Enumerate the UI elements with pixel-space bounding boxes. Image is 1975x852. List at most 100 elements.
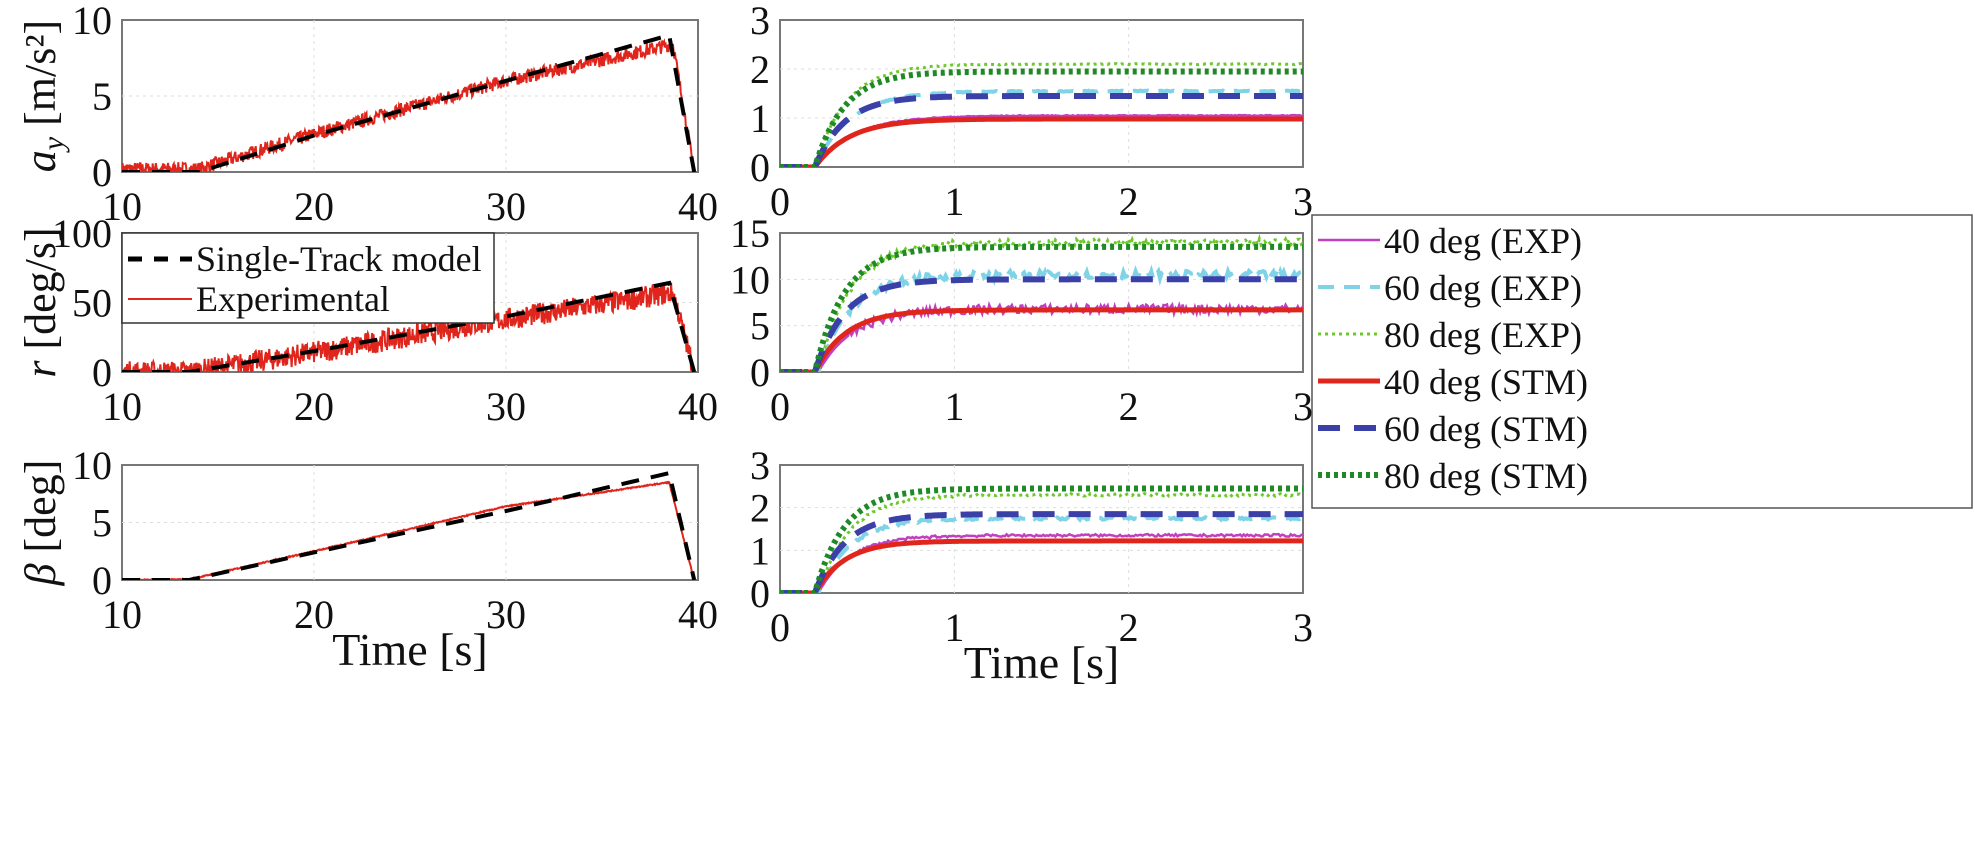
x-tick-label: 3	[1293, 179, 1313, 224]
y-tick-label: 2	[750, 486, 770, 531]
x-tick-label: 3	[1293, 605, 1313, 650]
y-tick-label: 15	[730, 211, 770, 256]
series-group	[122, 280, 697, 372]
series-group	[122, 32, 697, 172]
x-tick-label: 3	[1293, 384, 1313, 429]
y-tick-label: 5	[92, 501, 112, 546]
y-label-symbol: r	[16, 360, 65, 378]
legend-label: 80 deg (EXP)	[1384, 315, 1582, 355]
x-tick-label: 10	[102, 384, 142, 429]
y-tick-label: 0	[92, 350, 112, 395]
y-label-unit: [deg]	[16, 460, 65, 564]
series-single-track-model	[122, 32, 697, 172]
series--deg-stm-	[780, 511, 1303, 593]
x-tick-label: 20	[294, 592, 334, 637]
x-tick-label: 20	[294, 184, 334, 229]
y-tick-label: 10	[72, 443, 112, 488]
series--deg-exp-	[780, 491, 1303, 593]
series--deg-stm-	[780, 116, 1303, 167]
x-tick-label: 1	[944, 605, 964, 650]
series--deg-stm-	[780, 485, 1303, 593]
y-tick-label: 5	[92, 74, 112, 119]
plot-area	[779, 232, 1304, 373]
y-tick-label: 5	[750, 304, 770, 349]
series-single-track-model	[122, 280, 697, 372]
series-single-track-model	[122, 470, 697, 580]
series--deg-stm-	[780, 307, 1303, 372]
series-group	[780, 233, 1303, 372]
legend-label: 80 deg (STM)	[1384, 456, 1588, 496]
x-tick-label: 10	[102, 184, 142, 229]
x-axis-label: Time [s]	[964, 637, 1120, 688]
x-tick-label: 1	[944, 179, 964, 224]
series--deg-exp-	[780, 513, 1303, 593]
y-tick-label: 0	[750, 145, 770, 190]
x-tick-label: 10	[102, 592, 142, 637]
y-tick-label: 10	[72, 0, 112, 43]
x-tick-label: 0	[770, 605, 790, 650]
x-tick-label: 40	[678, 592, 718, 637]
legend-label: 40 deg (STM)	[1384, 362, 1588, 402]
x-tick-label: 2	[1119, 384, 1139, 429]
legend-label: 60 deg (STM)	[1384, 409, 1588, 449]
x-tick-label: 30	[486, 384, 526, 429]
x-tick-label: 40	[678, 184, 718, 229]
y-tick-label: 0	[92, 558, 112, 603]
y-label-symbol: a	[16, 150, 65, 172]
y-axis-label: r [deg/s]	[16, 227, 65, 377]
y-tick-label: 3	[750, 0, 770, 43]
y-tick-label: 0	[750, 350, 770, 395]
series-group	[780, 485, 1303, 593]
x-axis-label: Time [s]	[332, 624, 488, 675]
legend-box	[1311, 214, 1973, 509]
series--deg-stm-	[780, 243, 1303, 372]
legend-label: Experimental	[196, 279, 390, 319]
x-tick-label: 2	[1119, 179, 1139, 224]
y-axis-label: ay [m/s²]	[16, 20, 70, 172]
legend-box	[121, 232, 495, 324]
series--deg-stm-	[780, 538, 1303, 593]
legend-label: 60 deg (EXP)	[1384, 268, 1582, 308]
x-tick-label: 0	[770, 384, 790, 429]
series--deg-exp-	[780, 61, 1303, 167]
y-tick-label: 0	[750, 571, 770, 616]
y-label-symbol: β	[16, 563, 65, 586]
series-group	[780, 61, 1303, 167]
x-tick-label: 20	[294, 384, 334, 429]
x-tick-label: 40	[678, 384, 718, 429]
x-tick-label: 1	[944, 384, 964, 429]
y-tick-label: 3	[750, 443, 770, 488]
legend-label: 40 deg (EXP)	[1384, 221, 1582, 261]
y-tick-label: 0	[92, 150, 112, 195]
series--deg-stm-	[780, 68, 1303, 167]
series-experimental	[122, 281, 695, 372]
y-tick-label: 2	[750, 47, 770, 92]
y-label-unit: [deg/s]	[16, 227, 65, 360]
y-tick-label: 1	[750, 96, 770, 141]
step-legend: 40 deg (EXP) 60 deg (EXP) 80 deg (EXP) 40 d…	[1311, 214, 1973, 509]
x-tick-label: 2	[1119, 605, 1139, 650]
series--deg-exp-	[780, 532, 1303, 593]
x-tick-label: 30	[486, 184, 526, 229]
y-tick-label: 100	[52, 211, 112, 256]
y-label-unit: [m/s²]	[16, 20, 65, 137]
y-axis-label: β [deg]	[16, 460, 65, 587]
x-tick-label: 30	[486, 592, 526, 637]
series--deg-stm-	[780, 276, 1303, 372]
series--deg-exp-	[780, 264, 1303, 372]
series-group	[122, 470, 697, 580]
series--deg-stm-	[780, 93, 1303, 167]
y-tick-label: 10	[730, 257, 770, 302]
y-label-subscript: y	[37, 136, 70, 153]
y-tick-label: 50	[72, 281, 112, 326]
x-tick-label: 0	[770, 179, 790, 224]
legend-label: Single-Track model	[196, 239, 482, 279]
